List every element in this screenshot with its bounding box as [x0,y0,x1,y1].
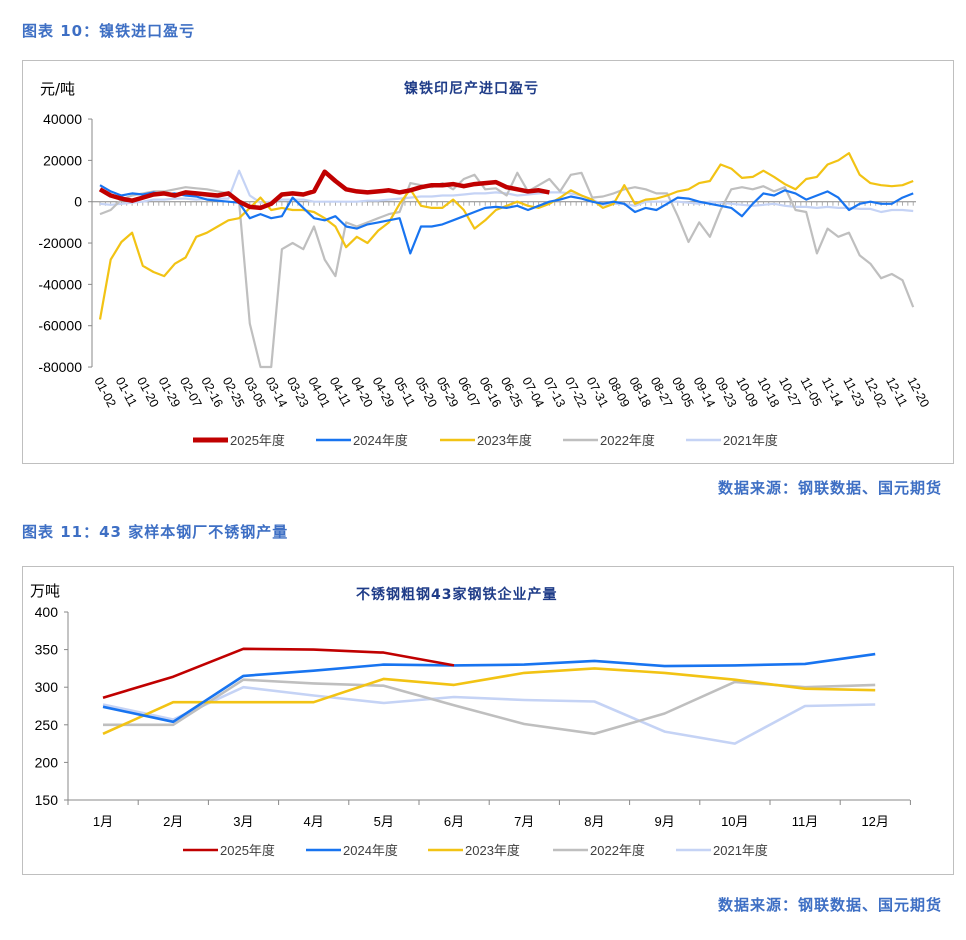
chart-2-x-tick-label: 11月 [792,814,819,829]
chart-2-y-tick-label: 250 [35,717,59,733]
chart-2-x-tick-label: 9月 [654,814,674,829]
chart-2-x-tick-label: 10月 [721,814,748,829]
chart-2-legend-label: 2025年度 [220,843,275,858]
chart-2-legend-label: 2022年度 [590,843,645,858]
chart-2-y-unit: 万吨 [30,582,61,600]
chart-1-y-tick-label: -20000 [38,235,82,251]
chart-2-legend-label: 2023年度 [465,843,520,858]
chart-2-legend-label: 2021年度 [713,843,768,858]
chart-2-series-line [102,667,876,735]
chart-1-y-tick-label: -60000 [38,318,82,334]
chart-1-y-tick-label: 0 [74,194,82,210]
chart-2-y-tick-label: 350 [35,642,59,658]
chart-1-y-tick-label: -80000 [38,359,82,375]
chart-2-x-tick-label: 6月 [444,814,464,829]
chart-2-x-tick-label: 2月 [163,814,183,829]
chart-2-x-tick-label: 12月 [861,814,888,829]
chart-1-y-tick-label: -40000 [38,276,82,292]
chart-1-y-tick-label: 40000 [43,111,82,127]
figure-11-caption: 图表 11：43 家样本钢厂不锈钢产量 [22,523,289,541]
chart-1-plot-area [98,152,915,369]
chart-2-y-tick-label: 150 [35,792,59,808]
figure-11-source: 数据来源：钢联数据、国元期货 [717,896,942,914]
chart-2-series-line [102,647,455,699]
chart-2-series-line [102,685,876,745]
chart-2-series-line [102,652,876,724]
chart-2-series-line [103,678,876,736]
chart-2-x-tick-label: 7月 [514,814,534,829]
chart-1-series-line [98,169,550,211]
chart-2-x-tick-label: 5月 [374,814,394,829]
chart-2-x-tick-label: 3月 [233,814,253,829]
chart-1-series-line [98,152,914,320]
chart-2-title: 不锈钢粗钢43家钢铁企业产量 [356,587,558,603]
chart-2-legend-label: 2024年度 [343,843,398,858]
chart-2-x-tick-label: 8月 [584,814,604,829]
chart-2-x-tick-label: 4月 [303,814,323,829]
figure-10-caption: 图表 10：镍铁进口盈亏 [22,22,196,40]
chart-1-legend-label: 2021年度 [723,433,778,448]
chart-1-title: 镍铁印尼产进口盈亏 [404,81,539,97]
figure-10-source: 数据来源：钢联数据、国元期货 [717,479,942,497]
chart-1-legend-label: 2022年度 [600,433,655,448]
chart-1-legend-label: 2025年度 [230,433,285,448]
chart-2-y-tick-label: 300 [35,679,59,695]
chart-2-y-tick-label: 200 [35,754,59,770]
chart-1-y-unit: 元/吨 [40,80,76,98]
chart-2-y-tick-label: 400 [35,604,59,620]
chart-2-x-tick-label: 1月 [93,814,113,829]
chart-1-x-tick-label: 12-20 [905,375,932,410]
chart-1-legend-label: 2024年度 [353,433,408,448]
chart-1-legend-label: 2023年度 [477,433,532,448]
chart-1-y-tick-label: 20000 [43,152,82,168]
chart-1-series-line [99,184,914,255]
